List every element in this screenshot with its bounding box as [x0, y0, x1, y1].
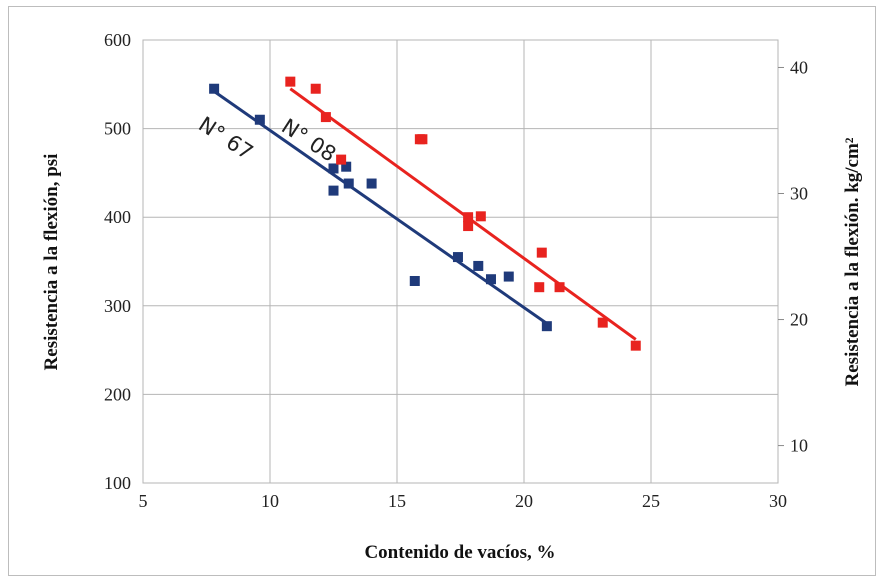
y-tick-label: 100 — [104, 473, 131, 493]
data-point-0 — [452, 252, 463, 263]
y-tick-label: 500 — [104, 119, 131, 139]
x-tick-label: 5 — [139, 491, 148, 511]
data-point-1 — [534, 282, 545, 293]
data-point-1 — [536, 247, 547, 258]
data-point-0 — [254, 114, 265, 125]
series-label-67: N° 67 — [194, 112, 257, 165]
y2-tick-label: 20 — [790, 310, 808, 330]
trend-line-0 — [213, 90, 548, 325]
y2-tick-label: 10 — [790, 436, 808, 456]
y-axis-label: Resistencia a la flexión, psi — [41, 154, 62, 371]
tick-labels: 5 10 15 20 25 30 100 200 300 400 500 600 10 20 30 40 — [104, 30, 808, 511]
x-tick-label: 25 — [642, 491, 660, 511]
data-point-1 — [417, 134, 428, 145]
y-tick-label: 300 — [104, 296, 131, 316]
data-point-1 — [475, 211, 486, 222]
y-tick-label: 400 — [104, 207, 131, 227]
data-point-0 — [328, 185, 339, 196]
data-point-1 — [310, 83, 321, 94]
data-point-1 — [336, 154, 347, 165]
x-tick-label: 30 — [769, 491, 787, 511]
data-point-1 — [285, 76, 296, 87]
trend-line-1 — [289, 87, 637, 341]
data-point-0 — [209, 83, 220, 94]
data-point-0 — [541, 321, 552, 332]
y-tick-label: 200 — [104, 384, 131, 404]
data-point-1 — [630, 340, 641, 351]
trend-lines — [213, 87, 637, 341]
y-tick-label: 600 — [104, 30, 131, 50]
data-point-1 — [463, 212, 474, 223]
x-tick-label: 20 — [515, 491, 533, 511]
data-point-0 — [343, 178, 354, 189]
y2-axis-label: Resistencia a la flexión. kg/cm² — [842, 137, 863, 386]
data-point-1 — [463, 221, 474, 232]
data-point-0 — [503, 271, 514, 282]
data-point-0 — [366, 178, 377, 189]
data-point-1 — [554, 282, 565, 293]
y2-tick-label: 30 — [790, 184, 808, 204]
x-axis-label: Contenido de vacíos, % — [364, 542, 555, 563]
data-point-1 — [320, 112, 331, 123]
grid — [142, 39, 784, 484]
data-point-1 — [597, 317, 608, 328]
plot-border — [142, 39, 779, 484]
chart-frame — [8, 6, 876, 576]
data-point-0 — [328, 163, 339, 174]
data-point-0 — [473, 260, 484, 271]
x-tick-label: 15 — [388, 491, 406, 511]
data-points — [209, 76, 641, 351]
data-point-0 — [409, 275, 420, 286]
x-tick-label: 10 — [261, 491, 279, 511]
data-point-0 — [341, 161, 352, 172]
data-point-0 — [485, 274, 496, 285]
y2-tick-label: 40 — [790, 57, 808, 77]
